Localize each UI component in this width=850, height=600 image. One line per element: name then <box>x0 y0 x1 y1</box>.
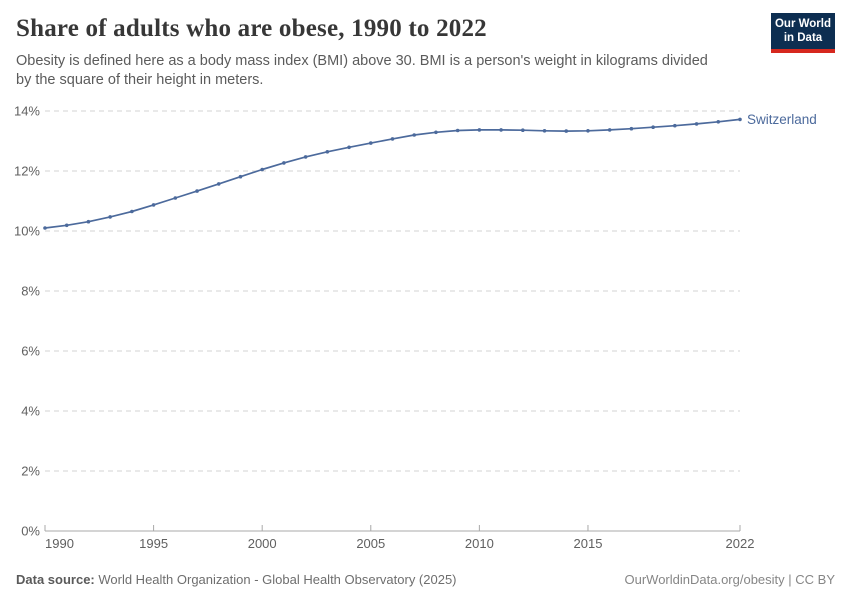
page-title: Share of adults who are obese, 1990 to 2… <box>16 15 487 42</box>
data-point-marker <box>542 129 547 133</box>
logo-text-line2: in Data <box>783 31 823 44</box>
credit-link[interactable]: OurWorldinData.org/obesity | CC BY <box>624 572 836 587</box>
y-tick-label: 10% <box>14 224 40 239</box>
chart-footer: Data source: World Health Organization -… <box>16 572 835 587</box>
data-point-marker <box>499 128 503 132</box>
data-point-marker <box>303 155 308 159</box>
data-point-marker <box>260 167 264 172</box>
data-point-marker <box>151 203 156 207</box>
data-point-marker <box>651 125 655 129</box>
data-point-marker <box>195 189 199 193</box>
owid-logo[interactable]: Our World in Data <box>771 13 835 53</box>
data-point-marker <box>586 129 590 133</box>
data-point-marker <box>325 150 330 154</box>
y-tick-label: 12% <box>14 164 40 179</box>
data-point-marker <box>86 219 91 224</box>
data-point-marker <box>564 129 569 133</box>
data-point-marker <box>738 117 742 122</box>
data-point-marker <box>390 137 395 141</box>
x-tick-label: 1990 <box>45 536 74 551</box>
x-tick-label: 2022 <box>726 536 755 551</box>
data-point-marker <box>130 209 134 214</box>
data-point-marker <box>455 128 460 133</box>
y-tick-label: 6% <box>21 344 40 359</box>
data-source-label: Data source: <box>16 572 95 587</box>
data-point-marker <box>282 161 286 165</box>
y-tick-label: 14% <box>14 104 40 119</box>
chart-subtitle: Obesity is defined here as a body mass i… <box>16 53 708 88</box>
data-point-marker <box>173 196 178 200</box>
y-tick-label: 4% <box>21 404 40 419</box>
data-point-marker <box>629 126 634 131</box>
data-point-marker <box>347 145 351 150</box>
data-point-marker <box>43 226 47 230</box>
data-point-marker <box>368 141 373 145</box>
data-point-marker <box>477 128 482 132</box>
data-source-value: World Health Organization - Global Healt… <box>94 572 457 587</box>
data-point-marker <box>607 128 612 132</box>
data-point-marker <box>412 133 417 137</box>
y-tick-label: 2% <box>21 464 40 479</box>
logo-text-line1: Our World <box>774 18 831 30</box>
data-point-marker <box>694 122 699 126</box>
series-line-switzerland <box>44 118 741 229</box>
x-tick-label: 2015 <box>574 536 603 551</box>
y-tick-label: 0% <box>21 524 40 539</box>
x-tick-label: 2005 <box>356 536 385 551</box>
data-point-marker <box>673 123 677 128</box>
data-point-marker <box>108 215 112 219</box>
data-point-marker <box>716 120 721 124</box>
data-point-marker <box>521 128 525 132</box>
data-point-marker <box>238 174 243 179</box>
data-point-marker <box>216 182 221 186</box>
data-point-marker <box>64 223 69 228</box>
y-tick-label: 8% <box>21 284 40 299</box>
series-label: Switzerland <box>747 112 817 127</box>
data-source-text: Data source: World Health Organization -… <box>16 572 457 587</box>
x-tick-label: 2000 <box>248 536 277 551</box>
x-tick-label: 2010 <box>465 536 494 551</box>
data-point-marker <box>434 130 438 135</box>
x-tick-label: 1995 <box>139 536 168 551</box>
